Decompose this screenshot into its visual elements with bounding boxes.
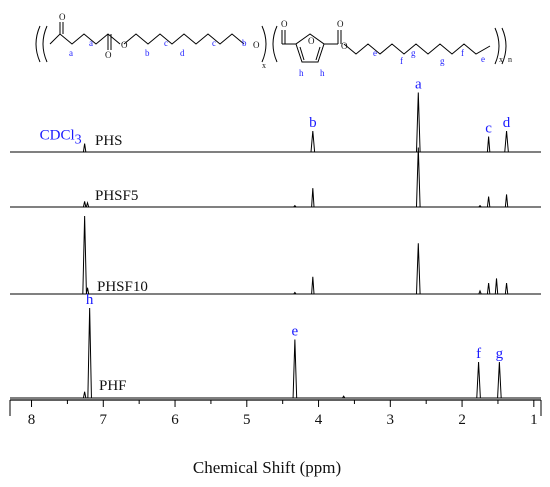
atom-label: O (59, 12, 66, 22)
peak-annotation: f (476, 346, 481, 362)
x-tick-label: 6 (171, 412, 179, 428)
spectrum-phsf5: PHSF5 (10, 147, 541, 208)
proton-label: b (242, 38, 247, 48)
x-tick-label: 4 (315, 412, 323, 428)
x-axis-title: Chemical Shift (ppm) (193, 458, 341, 477)
peak-annotation: d (503, 115, 511, 131)
atom-label: O (121, 40, 128, 50)
proton-label: f (400, 56, 403, 66)
atom-label: O (337, 19, 344, 29)
x-tick-label: 8 (28, 412, 36, 428)
spectrum-peak (476, 361, 481, 399)
peak-annotation: h (86, 292, 94, 308)
spectrum-peak (82, 201, 87, 208)
spectrum-peak (504, 194, 509, 208)
spectrum-phsf10: PHSF10 (10, 215, 541, 295)
spectrum-peak (504, 130, 509, 153)
spectrum-peak (497, 361, 502, 399)
proton-label: h (299, 68, 304, 78)
peak-annotation: b (309, 115, 317, 131)
spectrum-peak (494, 278, 499, 295)
x-tick-label: 1 (530, 412, 538, 428)
atom-label: O (253, 40, 260, 50)
proton-label: e (481, 54, 485, 64)
spectrum-peak (85, 200, 90, 208)
spectrum-peak (82, 391, 87, 399)
proton-label: e (373, 48, 377, 58)
proton-label: g (440, 56, 445, 66)
x-axis: 8 7 6 5 4 3 2 1 (9, 399, 542, 428)
spectrum-peak (486, 283, 491, 295)
spectrum-peak (478, 204, 482, 208)
sample-label: PHSF10 (97, 279, 148, 295)
spectrum-peak (292, 339, 298, 399)
structure-subscript: x (499, 55, 503, 64)
spectrum-peak (87, 307, 92, 399)
proton-label: f (461, 48, 464, 58)
proton-label: a (89, 38, 93, 48)
peak-annotation: CDCl3 (40, 128, 82, 148)
spectra-area: PHS CDCl3 b a c d PHSF5 PHSF10 PHF h e f g (10, 77, 541, 399)
peak-annotation: e (292, 324, 299, 340)
spectrum-peak (415, 92, 421, 153)
atom-label: O (105, 50, 112, 60)
proton-label: d (180, 48, 185, 58)
x-tick-label: 2 (458, 412, 466, 428)
spectrum-peak (486, 136, 491, 153)
x-tick-label: 7 (100, 412, 108, 428)
chemical-structure (35, 22, 507, 65)
spectrum-peak (293, 291, 297, 295)
spectrum-peak (342, 395, 346, 399)
sample-label: PHF (99, 378, 127, 394)
x-tick-label: 5 (243, 412, 251, 428)
sample-label: PHS (95, 133, 123, 149)
spectrum-phf: PHF h e f g (10, 292, 541, 399)
spectrum-peak (310, 130, 316, 153)
peak-annotation: c (485, 121, 492, 137)
proton-label: h (320, 68, 325, 78)
x-tick-label: 3 (387, 412, 395, 428)
spectrum-peak (486, 196, 491, 208)
spectrum-peak (504, 283, 509, 295)
proton-label: c (212, 38, 216, 48)
spectrum-peak (415, 147, 421, 208)
proton-label: g (411, 48, 416, 58)
spectrum-peak (311, 276, 315, 295)
spectrum-peak (293, 204, 297, 208)
spectrum-peak (311, 188, 315, 208)
peak-annotation: g (496, 346, 504, 362)
peak-annotation: a (415, 77, 422, 93)
spectrum-phs: PHS CDCl3 b a c d (10, 77, 541, 153)
proton-label: b (145, 48, 150, 58)
atom-label: O (308, 36, 315, 46)
structure-subscript: n (508, 55, 512, 64)
atom-label: O (341, 41, 348, 51)
proton-label: a (69, 48, 73, 58)
spectrum-peak (85, 287, 90, 295)
spectrum-peak (82, 143, 87, 153)
structure-subscript: x (262, 61, 266, 70)
atom-label: O (281, 19, 288, 29)
spectrum-peak (82, 215, 87, 295)
sample-label: PHSF5 (95, 188, 138, 204)
spectrum-peak (478, 289, 482, 295)
spectrum-peak (415, 243, 421, 295)
proton-label: c (164, 38, 168, 48)
